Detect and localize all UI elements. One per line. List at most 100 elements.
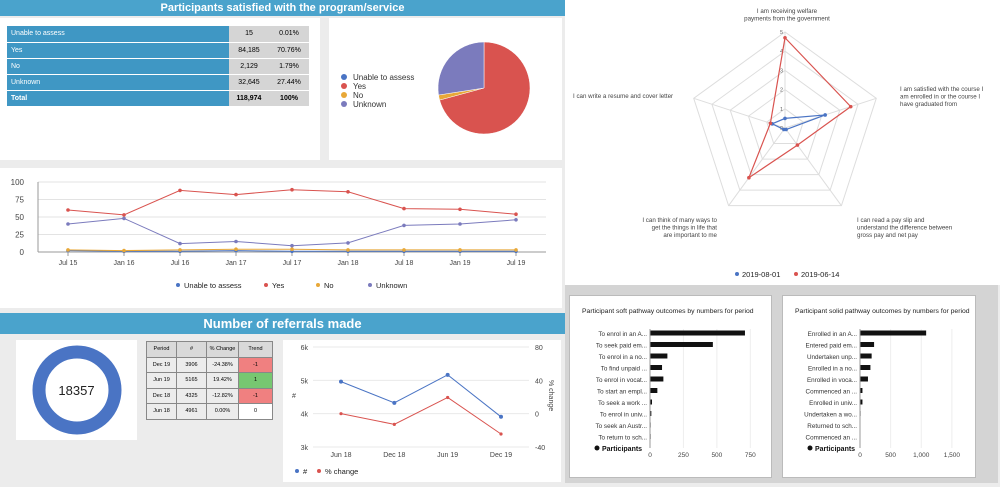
referrals-cell: 19.42% [206,372,239,389]
x-tick-label: Dec 18 [383,452,405,459]
satisfaction-table: Unable to assess 15 0.01% Yes 84,185 70.76% No… [7,26,309,107]
x-tick-label: 1,500 [944,452,961,459]
data-point [514,212,518,216]
data-point [346,190,350,194]
data-point [122,248,126,253]
satisfaction-row: Unknown 32,645 27.44% [7,74,309,91]
x-tick-label: 500 [711,452,722,459]
data-point [402,223,406,228]
x-tick-label: Jul 16 [171,260,190,267]
left-tick-label: 3k [301,445,309,452]
referrals-header-cell: # [176,341,207,358]
radar-point [782,127,786,132]
x-tick-label: Jan 18 [337,260,358,267]
legend-dot-icon [341,101,347,107]
data-point [178,188,182,193]
data-point [458,222,462,226]
bar-label: Enrolled in univ... [809,400,857,407]
bar-label: To seek paid em... [596,343,647,350]
radar-tick-label: 3 [780,68,783,74]
trend-chart-panel: 100 75 50 25 0 Jul 15 Jan 16 Jul 16 Jan 17 Jul 17… [0,168,562,308]
bar [860,399,863,405]
x-tick-label: Jun 18 [330,452,351,459]
row-percent: 1.79% [269,58,309,75]
referrals-header-cell: % Change [206,341,239,358]
radar-grid-ring [766,108,804,145]
pie-slice [439,41,531,135]
legend-label: 2019-06-14 [801,270,839,279]
referrals-line-chart: 6k 5k 4k 3k 80 40 0 -40 # % change Jun 18 Dec 18 Jun… [292,345,554,476]
radar-point [795,143,800,147]
trend-cell: 0 [238,403,273,420]
legend-label: Participants [815,446,855,453]
legend-label: Unknown [376,281,407,290]
radar-tick-label: 1 [780,107,783,113]
bar-label: To enrol in univ... [600,412,647,419]
satisfaction-title-bar: Participants satisfied with the program/… [0,0,565,16]
y-tick-label: 25 [15,231,24,240]
row-label: Yes [7,42,229,59]
pie-legend: Unable to assess Yes No Unknown [341,73,414,109]
chart-title: Participant solid pathway outcomes by nu… [795,308,970,315]
pie-legend-item[interactable]: Yes [341,82,414,91]
bar-label: Entered paid em... [806,343,858,350]
right-axis-label: % change [547,380,554,411]
radar-point [783,35,787,40]
pie-legend-item[interactable]: Unable to assess [341,73,414,82]
referrals-total: 18357 [58,383,95,398]
data-point [402,248,406,252]
radar-grid-ring [711,50,859,191]
pie-legend-label: Unknown [353,100,387,109]
left-tick-label: 6k [301,345,309,352]
data-point [346,241,350,245]
legend-label: No [324,281,334,290]
legend-label: 2019-08-01 [742,270,780,279]
radar-axis-label: I can write a resume and cover letter [573,93,673,100]
legend-label: Unable to assess [184,281,242,290]
referrals-row: Jun 18 4961 0.00% 0 [146,403,273,420]
satisfaction-pie-chart [437,41,531,135]
bar [860,376,868,382]
chart-title: Participant soft pathway outcomes by num… [582,308,754,315]
solid-pathway-chart: Participant solid pathway outcomes by nu… [795,308,970,459]
count-point [339,379,343,384]
pie-legend-item[interactable]: No [341,91,414,100]
bar-label: To enrol in vocat... [596,377,647,384]
solid-pathway-panel: Participant solid pathway outcomes by nu… [782,295,976,478]
legend-marker [807,445,813,451]
x-tick-label: 0 [648,452,652,459]
satisfaction-pie-panel: Unable to assess Yes No Unknown [329,18,562,160]
data-point [458,207,462,212]
trend-line-chart: 100 75 50 25 0 Jul 15 Jan 16 Jul 16 Jan 17 Jul 17… [11,178,546,290]
row-count: 118,974 [229,90,269,107]
satisfaction-table-panel: Unable to assess 15 0.01% Yes 84,185 70.76% No… [0,18,320,160]
bar [650,342,713,347]
trend-cell: -1 [238,387,273,404]
bar-label: Undertaken unp... [807,354,857,361]
legend-marker [316,283,320,287]
data-point [234,239,238,244]
count-point [499,414,503,419]
bar-label: Enrolled in a no... [808,366,857,373]
pie-slice [437,41,485,96]
referrals-row: Dec 19 3906 -24.38% -1 [146,356,273,373]
referrals-header-cell: Trend [238,341,273,358]
x-tick-label: 0 [858,452,862,459]
satisfaction-row: Unable to assess 15 0.01% [7,26,309,43]
data-point [346,248,350,252]
bar-label: To seek a work ... [598,400,647,407]
pie-legend-item[interactable]: Unknown [341,100,414,109]
radar-point [848,104,853,109]
data-point [514,218,518,222]
y-tick-label: 75 [15,196,24,205]
bar [860,388,863,393]
row-percent: 70.76% [269,42,309,59]
soft-pathway-chart: Participant soft pathway outcomes by num… [582,308,756,459]
bar-label: Enrolled in voca... [807,377,857,384]
referrals-cell: 0.00% [206,403,239,420]
soft-pathway-panel: Participant soft pathway outcomes by num… [569,295,772,478]
referrals-cell: 5165 [176,372,207,389]
legend-dot-icon [341,74,347,80]
